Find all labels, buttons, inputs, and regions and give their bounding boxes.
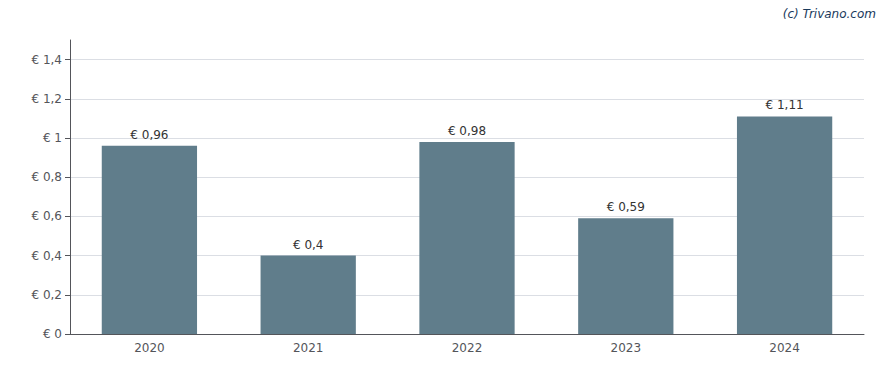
svg-text:€ 0,96: € 0,96 xyxy=(130,128,168,142)
svg-text:€ 0: € 0 xyxy=(43,327,62,341)
svg-text:2021: 2021 xyxy=(293,341,324,355)
svg-text:(c) Trivano.com: (c) Trivano.com xyxy=(783,7,876,21)
svg-text:€ 0,4: € 0,4 xyxy=(293,238,324,252)
svg-text:€ 0,8: € 0,8 xyxy=(31,170,62,184)
svg-text:€ 1,4: € 1,4 xyxy=(31,53,62,67)
svg-text:€ 0,4: € 0,4 xyxy=(31,249,62,263)
svg-text:€ 0,6: € 0,6 xyxy=(31,209,62,223)
svg-text:2022: 2022 xyxy=(452,341,483,355)
svg-text:€ 1: € 1 xyxy=(43,131,62,145)
svg-text:2020: 2020 xyxy=(134,341,165,355)
svg-text:€ 0,2: € 0,2 xyxy=(31,288,62,302)
svg-text:2023: 2023 xyxy=(611,341,642,355)
svg-text:€ 0,59: € 0,59 xyxy=(607,200,645,214)
svg-text:€ 1,2: € 1,2 xyxy=(31,92,62,106)
svg-text:€ 1,11: € 1,11 xyxy=(766,98,804,112)
svg-text:2024: 2024 xyxy=(769,341,800,355)
svg-text:€ 0,98: € 0,98 xyxy=(448,124,486,138)
